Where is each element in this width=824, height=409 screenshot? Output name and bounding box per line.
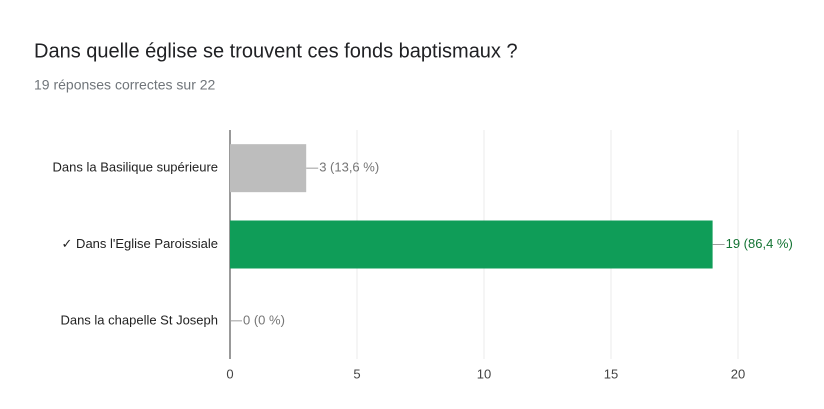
x-tick-label: 0 (226, 366, 233, 381)
bar (230, 144, 307, 193)
x-tick-label: 20 (731, 366, 745, 381)
chart-title: Dans quelle église se trouvent ces fonds… (34, 40, 518, 62)
x-tick-label: 10 (477, 366, 491, 381)
y-tick-label: Dans la Basilique supérieure (53, 160, 218, 175)
value-label: 19 (86,4 %) (726, 236, 793, 251)
value-label: 3 (13,6 %) (319, 160, 379, 175)
x-tick-label: 15 (604, 366, 618, 381)
chart-subtitle: 19 réponses correctes sur 22 (34, 77, 216, 93)
y-tick-label: ✓ Dans l'Eglise Paroissiale (62, 236, 218, 251)
bar (230, 220, 713, 269)
x-tick-label: 5 (353, 366, 360, 381)
value-label: 0 (0 %) (243, 312, 285, 327)
y-tick-label: Dans la chapelle St Joseph (60, 312, 218, 327)
